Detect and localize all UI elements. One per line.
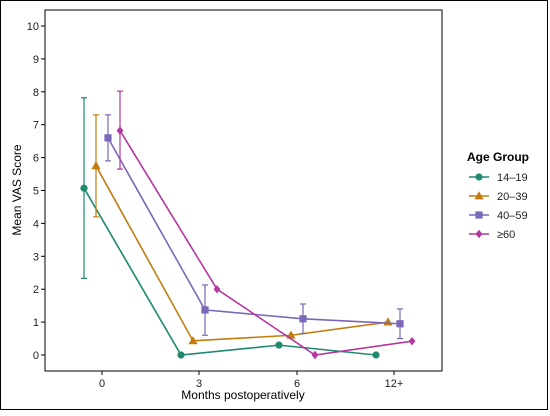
legend-key-marker <box>475 229 483 239</box>
x-tick-label: 0 <box>99 378 105 390</box>
y-tick-label: 2 <box>33 284 39 296</box>
data-point <box>408 336 416 346</box>
data-point <box>201 306 209 314</box>
data-point <box>311 350 319 360</box>
legend-label: 14–19 <box>497 172 528 184</box>
series-1 <box>80 97 380 359</box>
x-axis-title: Months postoperatively <box>181 388 304 402</box>
y-tick-label: 1 <box>33 317 39 329</box>
data-point <box>213 285 221 294</box>
data-point <box>104 134 112 142</box>
legend-key-marker <box>475 211 483 219</box>
series-2 <box>91 114 393 345</box>
legend-key-marker <box>475 173 483 181</box>
y-tick-label: 4 <box>33 218 39 230</box>
x-tick-label: 3 <box>196 378 202 390</box>
legend-label: ≥60 <box>497 229 515 241</box>
data-point <box>383 317 393 326</box>
x-tick-label: 6 <box>294 378 300 390</box>
y-axis-title: Mean VAS Score <box>10 144 24 235</box>
y-tick-label: 9 <box>33 54 39 66</box>
data-point <box>396 320 404 328</box>
legend-label: 20–39 <box>497 191 528 203</box>
data-point <box>177 351 185 359</box>
legend-title: Age Group <box>467 150 529 164</box>
y-tick-label: 6 <box>33 153 39 165</box>
data-point <box>372 351 380 359</box>
legend-key-marker <box>474 191 484 200</box>
y-tick-label: 8 <box>33 87 39 99</box>
legend-item: 40–59 <box>469 210 528 222</box>
plot-panel <box>44 9 443 372</box>
data-point <box>116 126 124 135</box>
y-tick-label: 5 <box>33 186 39 198</box>
data-point <box>275 341 283 349</box>
legend-item: 20–39 <box>469 191 528 203</box>
x-tick-label: 12+ <box>385 378 404 390</box>
legend-label: 40–59 <box>497 210 528 222</box>
y-tick-label: 0 <box>33 350 39 362</box>
y-tick-label: 10 <box>27 21 39 33</box>
y-tick-label: 7 <box>33 120 39 132</box>
legend-item: ≥60 <box>469 229 515 241</box>
y-tick-label: 3 <box>33 251 39 263</box>
data-point <box>188 336 198 345</box>
series-line <box>95 165 389 342</box>
legend-item: 14–19 <box>469 172 528 184</box>
series-line <box>119 130 413 356</box>
series-line <box>83 187 377 356</box>
data-point <box>91 161 101 170</box>
series-4 <box>116 90 416 360</box>
series-line <box>107 137 401 325</box>
series-3 <box>104 114 404 340</box>
data-point <box>80 184 88 192</box>
data-point <box>299 315 307 323</box>
